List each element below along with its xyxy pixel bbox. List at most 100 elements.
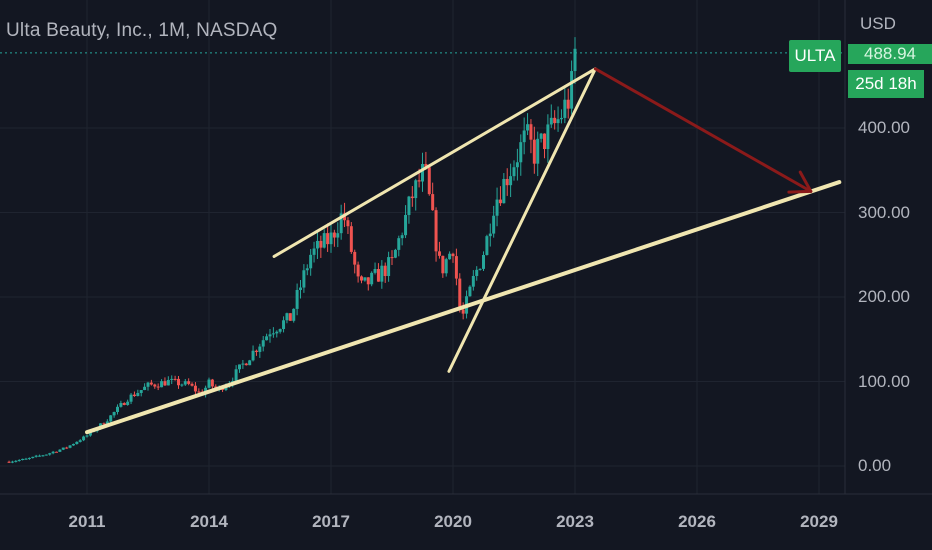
candle	[44, 454, 48, 456]
candle-body	[309, 254, 313, 269]
candle-body	[502, 178, 506, 204]
candle	[156, 383, 160, 391]
time-axis-label: 2014	[190, 512, 228, 531]
time-axis-label: 2023	[556, 512, 594, 531]
candle	[346, 217, 350, 234]
candle-body	[509, 176, 513, 186]
price-axis-label: 0.00	[858, 456, 892, 475]
candle-body	[485, 236, 489, 255]
candle-body	[471, 275, 475, 287]
candle	[515, 148, 519, 181]
candle-body	[461, 309, 465, 314]
candle-body	[573, 48, 577, 72]
candle-body	[17, 459, 21, 461]
candle	[437, 241, 441, 259]
candle-body	[146, 382, 150, 387]
candle	[177, 375, 180, 389]
candle	[454, 248, 458, 286]
candle	[143, 383, 147, 391]
candle	[543, 133, 546, 159]
price-axis-label: 400.00	[858, 118, 910, 137]
candle-body	[166, 379, 170, 386]
candles-group	[7, 37, 577, 464]
candle	[292, 308, 296, 323]
candle-body	[55, 451, 58, 453]
candle	[553, 110, 557, 130]
candle	[132, 391, 136, 397]
candle-body	[441, 255, 445, 274]
candle	[529, 119, 533, 154]
candle	[278, 328, 282, 334]
candle	[65, 446, 69, 449]
candle	[265, 333, 269, 341]
candle-body	[88, 431, 92, 436]
candle-body	[546, 124, 550, 150]
candle	[38, 454, 42, 457]
candle-body	[109, 415, 113, 422]
candle-body	[532, 139, 536, 164]
candle	[119, 400, 123, 408]
candle	[295, 283, 299, 316]
candle	[85, 434, 89, 438]
candle	[390, 250, 394, 265]
candle	[41, 454, 45, 457]
candle-body	[183, 381, 187, 385]
candle-body	[126, 401, 130, 405]
candle-body	[187, 381, 191, 384]
candle-body	[292, 308, 296, 321]
ticker-badge[interactable]: ULTA	[789, 40, 841, 72]
time-axis-label: 2020	[434, 512, 472, 531]
candle-body	[322, 233, 326, 248]
candle-body	[10, 461, 14, 463]
projection-arrow-shaft	[593, 67, 813, 193]
candle	[285, 312, 289, 324]
candle	[532, 126, 536, 174]
candle-body	[41, 455, 45, 457]
candle-body	[193, 385, 197, 392]
candle	[363, 277, 367, 282]
time-axis-label: 2026	[678, 512, 716, 531]
candle	[160, 379, 164, 388]
candle	[190, 382, 194, 387]
candle-body	[360, 276, 363, 281]
candle-body	[7, 461, 11, 463]
candle	[559, 109, 563, 124]
grid-lines	[0, 0, 845, 494]
time-axis-label: 2011	[68, 512, 106, 531]
candle	[58, 449, 62, 453]
candle	[299, 280, 302, 299]
candle	[370, 271, 374, 287]
candle	[353, 249, 357, 274]
candle	[71, 443, 75, 446]
candle	[251, 345, 255, 362]
candle-body	[329, 232, 333, 245]
candle-body	[536, 138, 540, 164]
lower-support-line	[85, 180, 842, 435]
candle	[322, 229, 326, 249]
candle-body	[458, 278, 462, 310]
candle-body	[353, 251, 357, 265]
candle	[434, 207, 438, 262]
candle	[539, 132, 543, 143]
candle-body	[387, 257, 391, 277]
candle-body	[383, 265, 387, 277]
candle	[305, 264, 309, 276]
candle	[512, 160, 516, 181]
candle-body	[566, 99, 570, 109]
candle	[210, 378, 214, 390]
time-axis-label: 2017	[312, 512, 350, 531]
candle-body	[278, 329, 282, 332]
bar-countdown-badge: 25d 18h	[848, 70, 924, 98]
candle-body	[488, 233, 492, 237]
candle-body	[326, 233, 330, 245]
candle	[82, 435, 86, 442]
candle	[366, 277, 370, 291]
candle-body	[492, 215, 496, 234]
candle-body	[407, 196, 411, 215]
candle	[238, 364, 241, 373]
candle	[441, 255, 445, 278]
candle-body	[288, 313, 292, 321]
candle	[502, 173, 506, 204]
candle	[404, 205, 408, 239]
